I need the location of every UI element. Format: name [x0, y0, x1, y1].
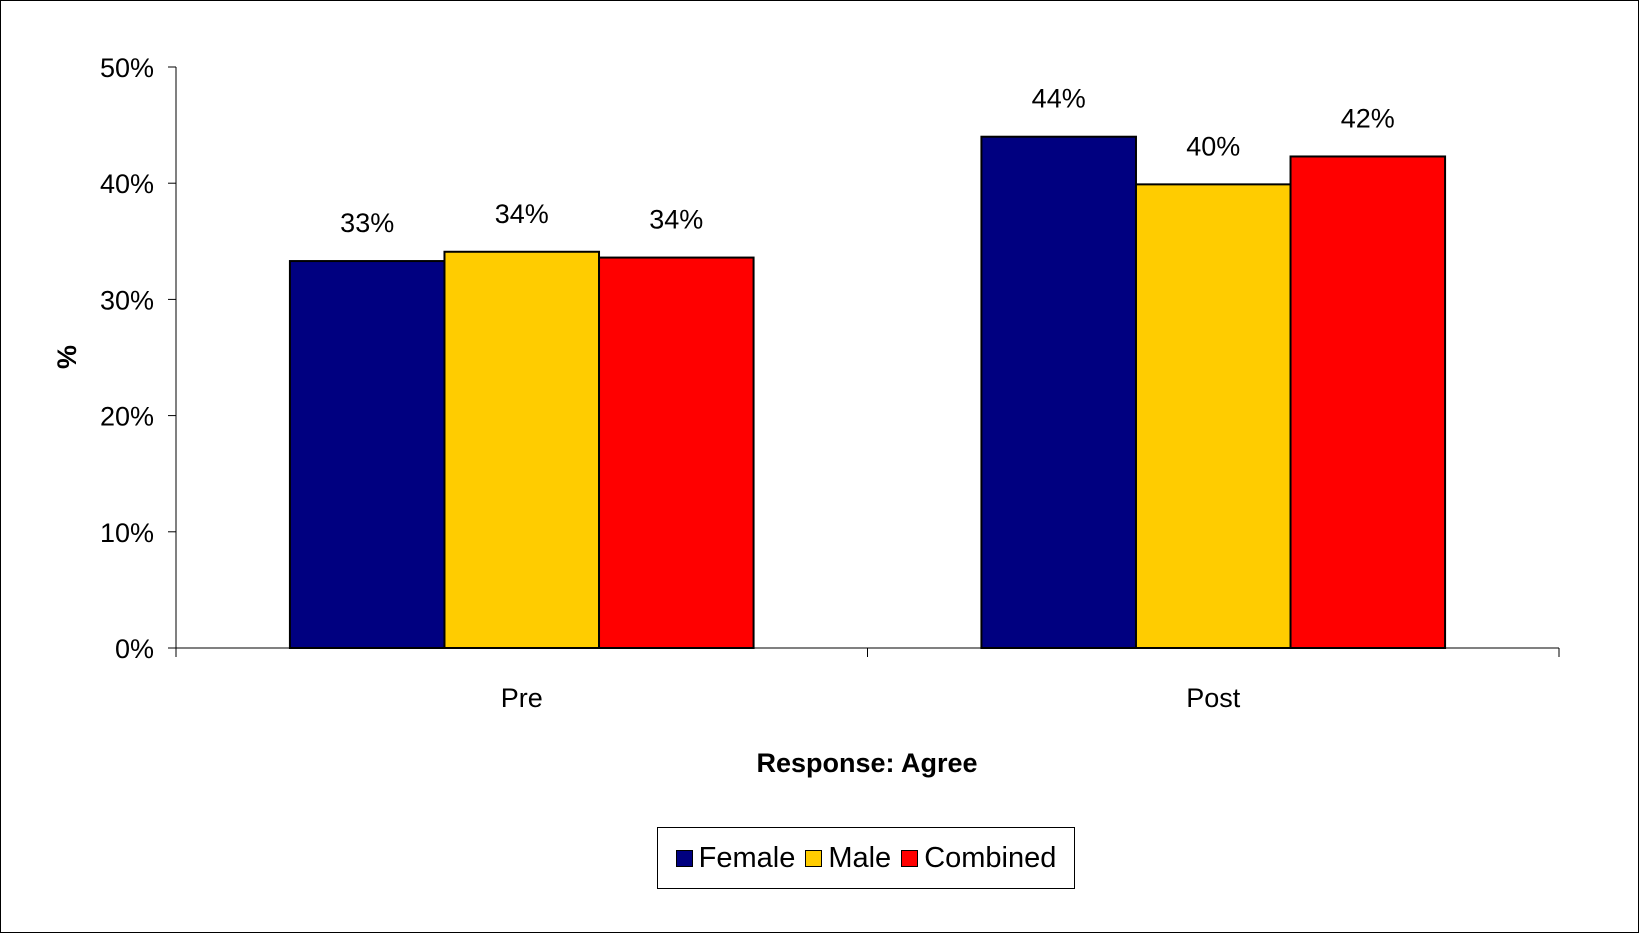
legend-label-male: Male: [828, 841, 892, 874]
y-tick-label: 0%: [115, 634, 154, 664]
y-tick-label: 30%: [100, 285, 154, 315]
legend-item-male: Male: [805, 841, 892, 874]
y-axis: 0% 10% 20% 30% 40% 50%: [100, 53, 177, 664]
data-label-female-post: 44%: [1032, 84, 1086, 114]
legend-item-combined: Combined: [901, 841, 1057, 874]
bar-male-post: [1134, 183, 1292, 649]
bar-combined-post: [1289, 155, 1447, 649]
legend-label-female: Female: [698, 841, 796, 874]
y-tick-label: 10%: [100, 518, 154, 548]
y-tick-label: 40%: [100, 169, 154, 199]
x-tick-label: Pre: [501, 683, 543, 713]
y-tick-label: 20%: [100, 402, 154, 432]
x-axis-title: Response: Agree: [756, 748, 977, 778]
data-label-female-pre: 33%: [340, 208, 394, 238]
legend-swatch-combined: [901, 849, 919, 867]
y-axis-title: %: [52, 345, 82, 369]
x-tick-label: Post: [1186, 683, 1241, 713]
bar-female-post: [980, 135, 1137, 649]
legend-item-female: Female: [675, 841, 796, 874]
data-label-male-post: 40%: [1186, 131, 1240, 161]
bar-combined-pre: [598, 256, 755, 649]
data-label-combined-post: 42%: [1341, 103, 1395, 133]
data-label-combined-pre: 34%: [649, 205, 703, 235]
legend-label-combined: Combined: [924, 841, 1057, 874]
legend: Female Male Combined: [657, 827, 1075, 889]
y-tick-label: 50%: [100, 53, 154, 83]
bars: [288, 135, 1447, 649]
bar-male-pre: [443, 250, 601, 649]
data-labels: 33% 34% 34% 44% 40% 42%: [340, 84, 1395, 238]
legend-swatch-male: [805, 849, 823, 867]
data-label-male-pre: 34%: [495, 199, 549, 229]
legend-swatch-female: [675, 849, 693, 867]
bar-female-pre: [288, 260, 446, 649]
x-axis: Pre Post: [175, 647, 1560, 713]
